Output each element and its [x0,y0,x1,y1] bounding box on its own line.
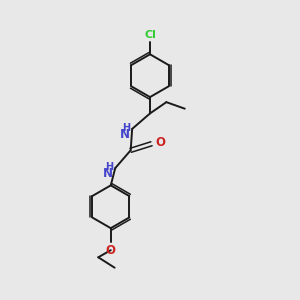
Text: H: H [105,162,113,172]
Text: N: N [120,128,130,141]
Text: O: O [155,136,165,149]
Text: Cl: Cl [144,30,156,40]
Text: O: O [106,244,116,257]
Text: N: N [103,167,113,180]
Text: H: H [122,123,130,133]
